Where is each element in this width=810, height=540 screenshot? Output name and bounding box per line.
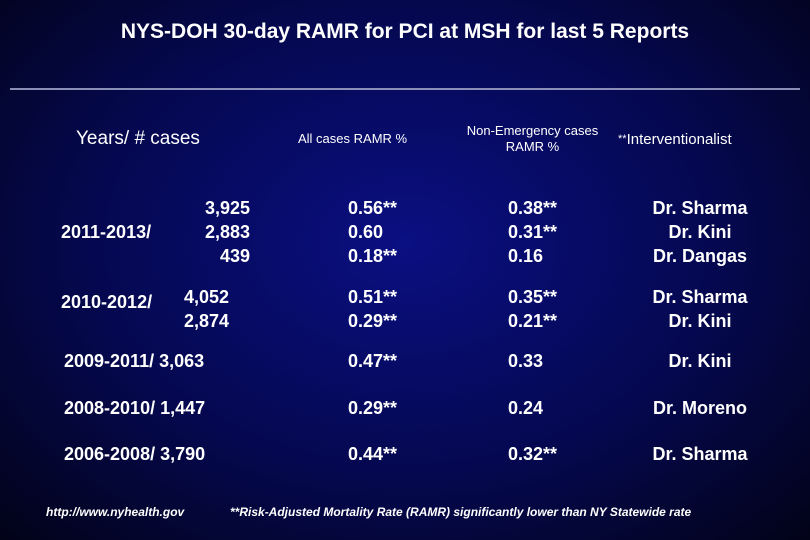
row-2008-2010-interventionalist: Dr. Moreno <box>652 398 747 418</box>
row-2011-2013-label: 2011-2013/ <box>61 222 152 242</box>
title-divider <box>10 88 800 90</box>
header-interventionalist-label: Interventionalist <box>626 131 732 148</box>
header-interventionalist: **Interventionalist <box>618 131 732 148</box>
row-2011-2013-all-ramr: 0.56** 0.60 0.18** <box>348 198 398 266</box>
row-2006-2008-non-emergency-ramr: 0.32** <box>508 444 558 464</box>
row-2006-2008-interventionalist: Dr. Sharma <box>652 444 748 464</box>
header-non-emergency-ramr: Non-Emergency cases RAMR % <box>466 123 599 154</box>
row-2009-2011-non-emergency-ramr: 0.33 <box>508 351 544 371</box>
row-2008-2010-non-emergency-ramr: 0.24 <box>508 398 544 418</box>
row-2010-2012-label: 2010-2012/ <box>61 292 153 312</box>
row-2010-2012-interventionalist: Dr. Sharma Dr. Kini <box>652 287 748 331</box>
row-2011-2013-cases: 3,925 2,883 439 <box>204 198 250 266</box>
row-2010-2012-non-emergency-ramr: 0.35** 0.21** <box>508 287 558 331</box>
row-2006-2008-all-ramr: 0.44** <box>348 444 398 464</box>
row-2009-2011-label: 2009-2011/ 3,063 <box>64 351 205 371</box>
row-2010-2012-all-ramr: 0.51** 0.29** <box>348 287 398 331</box>
header-interventionalist-stars: ** <box>618 133 627 145</box>
row-2010-2012-cases: 4,052 2,874 <box>184 287 230 331</box>
footnote: **Risk-Adjusted Mortality Rate (RAMR) si… <box>230 505 692 519</box>
row-2009-2011-interventionalist: Dr. Kini <box>668 351 732 371</box>
header-years-cases: Years/ # cases <box>76 128 200 149</box>
row-2006-2008-label: 2006-2008/ 3,790 <box>64 444 206 464</box>
slide-title: NYS-DOH 30-day RAMR for PCI at MSH for l… <box>120 20 690 43</box>
row-2008-2010-label: 2008-2010/ 1,447 <box>64 398 206 418</box>
row-2011-2013-interventionalist: Dr. Sharma Dr. Kini Dr. Dangas <box>652 198 748 266</box>
header-all-cases-ramr: All cases RAMR % <box>298 131 408 146</box>
source-link: http://www.nyhealth.gov <box>46 505 185 519</box>
row-2011-2013-non-emergency-ramr: 0.38** 0.31** 0.16 <box>508 198 558 266</box>
row-2008-2010-all-ramr: 0.29** <box>348 398 398 418</box>
row-2009-2011-all-ramr: 0.47** <box>348 351 398 371</box>
